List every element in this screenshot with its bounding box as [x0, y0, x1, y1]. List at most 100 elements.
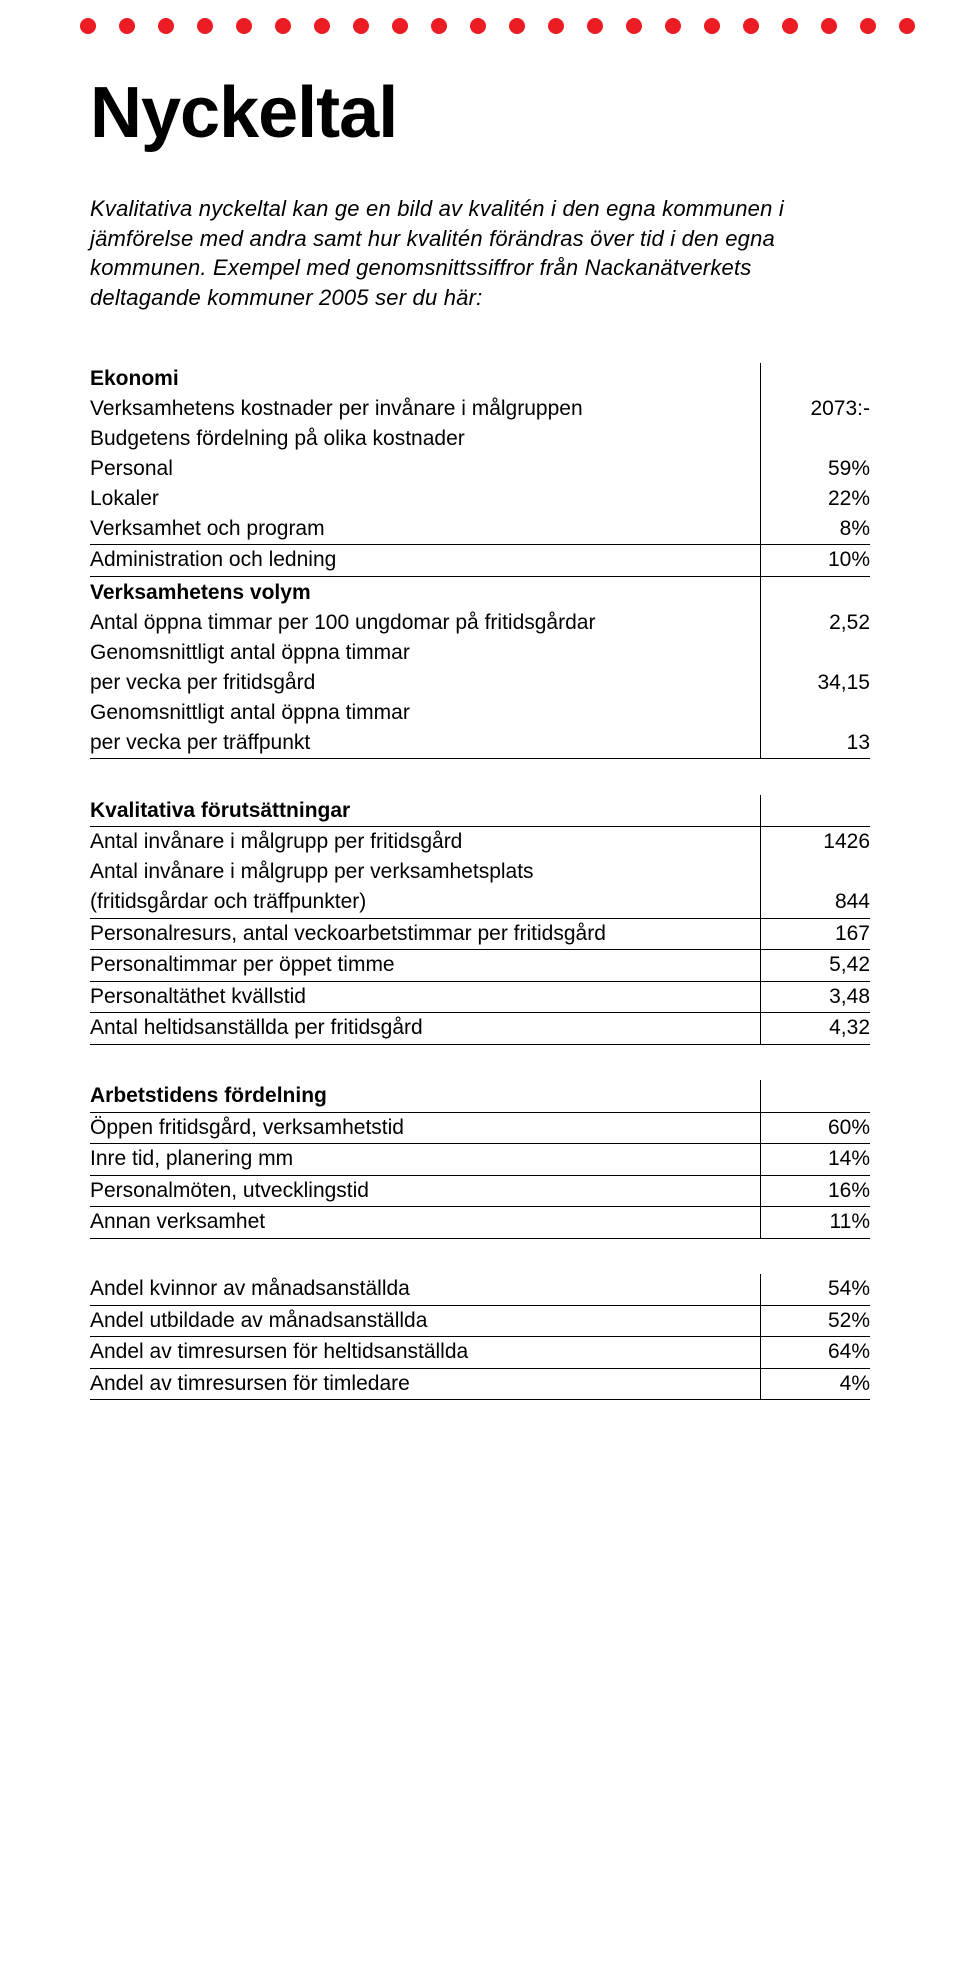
row-value: 4,32	[760, 1013, 870, 1044]
row-value	[760, 857, 870, 887]
decor-dot	[548, 18, 564, 34]
row-label: Andel utbildade av månadsanställda	[90, 1305, 760, 1336]
decor-dot	[626, 18, 642, 34]
row-kval-3: Personalresurs, antal veckoarbetstimmar …	[90, 918, 870, 949]
row-arb-1: Inre tid, planering mm14%	[90, 1144, 870, 1175]
row-label: Personaltimmar per öppet timme	[90, 950, 760, 981]
row-label: Administration och ledning	[90, 545, 760, 576]
page-title: Nyckeltal	[90, 72, 870, 154]
row-value	[760, 638, 870, 668]
decor-dot	[821, 18, 837, 34]
row-label: Andel kvinnor av månadsanställda	[90, 1274, 760, 1304]
row-value: 2073:-	[760, 394, 870, 424]
decor-dot	[80, 18, 96, 34]
section-value	[760, 576, 870, 608]
row-ekonomi-1: Budgetens fördelning på olika kostnader	[90, 424, 870, 454]
decor-dot	[509, 18, 525, 34]
decor-dot	[314, 18, 330, 34]
row-label: Personal	[90, 454, 760, 484]
decor-dot	[392, 18, 408, 34]
row-ekonomi-5: Administration och ledning10%	[90, 545, 870, 576]
row-volym-3: Genomsnittligt antal öppna timmar	[90, 698, 870, 728]
row-value: 13	[760, 728, 870, 758]
row-label: Öppen fritidsgård, verksamhetstid	[90, 1112, 760, 1143]
decor-dot	[275, 18, 291, 34]
row-andel-2: Andel av timresursen för heltidsanställd…	[90, 1337, 870, 1368]
row-value: 167	[760, 918, 870, 949]
row-kval-6: Antal heltidsanställda per fritidsgård4,…	[90, 1013, 870, 1044]
row-value	[760, 424, 870, 454]
row-ekonomi-0: Verksamhetens kostnader per invånare i m…	[90, 394, 870, 424]
decor-dot	[158, 18, 174, 34]
section-value	[760, 795, 870, 826]
row-ekonomi-2: Personal59%	[90, 454, 870, 484]
row-label: Verksamhet och program	[90, 514, 760, 544]
decor-dot	[899, 18, 915, 34]
row-kval-4: Personaltimmar per öppet timme5,42	[90, 950, 870, 981]
row-value: 3,48	[760, 981, 870, 1012]
row-kval-0: Antal invånare i målgrupp per fritidsgår…	[90, 827, 870, 858]
section-label: Ekonomi	[90, 363, 760, 394]
row-value: 34,15	[760, 668, 870, 698]
section-label: Arbetstidens fördelning	[90, 1080, 760, 1111]
section-gap	[90, 759, 870, 795]
row-label: Personalresurs, antal veckoarbetstimmar …	[90, 918, 760, 949]
divider	[90, 1399, 870, 1400]
row-label: Genomsnittligt antal öppna timmar	[90, 698, 760, 728]
row-value: 14%	[760, 1144, 870, 1175]
row-value: 4%	[760, 1368, 870, 1399]
section-gap	[90, 1044, 870, 1080]
row-label: Verksamhetens kostnader per invånare i m…	[90, 394, 760, 424]
row-kval-5: Personaltäthet kvällstid3,48	[90, 981, 870, 1012]
row-label: Antal öppna timmar per 100 ungdomar på f…	[90, 608, 760, 638]
row-label: Personalmöten, utvecklingstid	[90, 1175, 760, 1206]
data-table: Ekonomi Verksamhetens kostnader per invå…	[90, 363, 870, 1401]
page: Nyckeltal Kvalitativa nyckeltal kan ge e…	[0, 0, 960, 1520]
row-value: 10%	[760, 545, 870, 576]
row-label: Andel av timresursen för heltidsanställd…	[90, 1337, 760, 1368]
row-label: Inre tid, planering mm	[90, 1144, 760, 1175]
row-value: 8%	[760, 514, 870, 544]
section-ekonomi-header: Ekonomi	[90, 363, 870, 394]
decor-dot	[743, 18, 759, 34]
decor-dot	[197, 18, 213, 34]
row-volym-4: per vecka per träffpunkt13	[90, 728, 870, 758]
decor-dot-row	[80, 0, 870, 52]
decor-dot	[353, 18, 369, 34]
row-label: per vecka per fritidsgård	[90, 668, 760, 698]
row-ekonomi-4: Verksamhet och program8%	[90, 514, 870, 544]
decor-dot	[470, 18, 486, 34]
row-value: 11%	[760, 1207, 870, 1238]
row-andel-1: Andel utbildade av månadsanställda52%	[90, 1305, 870, 1336]
row-label: Personaltäthet kvällstid	[90, 981, 760, 1012]
section-volym-header: Verksamhetens volym	[90, 576, 870, 608]
row-volym-1: Genomsnittligt antal öppna timmar	[90, 638, 870, 668]
decor-dot	[119, 18, 135, 34]
row-kval-1: Antal invånare i målgrupp per verksamhet…	[90, 857, 870, 887]
row-ekonomi-3: Lokaler22%	[90, 484, 870, 514]
row-arb-2: Personalmöten, utvecklingstid16%	[90, 1175, 870, 1206]
section-gap	[90, 1238, 870, 1274]
decor-dot	[431, 18, 447, 34]
row-volym-0: Antal öppna timmar per 100 ungdomar på f…	[90, 608, 870, 638]
row-label: Budgetens fördelning på olika kostnader	[90, 424, 760, 454]
decor-dot	[782, 18, 798, 34]
row-arb-0: Öppen fritidsgård, verksamhetstid60%	[90, 1112, 870, 1143]
decor-dot	[860, 18, 876, 34]
section-label: Kvalitativa förutsättningar	[90, 795, 760, 826]
row-value: 64%	[760, 1337, 870, 1368]
row-label: Antal invånare i målgrupp per fritidsgår…	[90, 827, 760, 858]
row-value: 2,52	[760, 608, 870, 638]
row-value: 16%	[760, 1175, 870, 1206]
section-value	[760, 363, 870, 394]
row-value: 844	[760, 887, 870, 917]
row-label: Annan verksamhet	[90, 1207, 760, 1238]
row-kval-2: (fritidsgårdar och träffpunkter)844	[90, 887, 870, 917]
decor-dot	[236, 18, 252, 34]
row-label: per vecka per träffpunkt	[90, 728, 760, 758]
section-kvalitativa-header: Kvalitativa förutsättningar	[90, 795, 870, 826]
row-value: 1426	[760, 827, 870, 858]
row-andel-3: Andel av timresursen för timledare4%	[90, 1368, 870, 1399]
section-label: Verksamhetens volym	[90, 576, 760, 608]
row-value: 60%	[760, 1112, 870, 1143]
